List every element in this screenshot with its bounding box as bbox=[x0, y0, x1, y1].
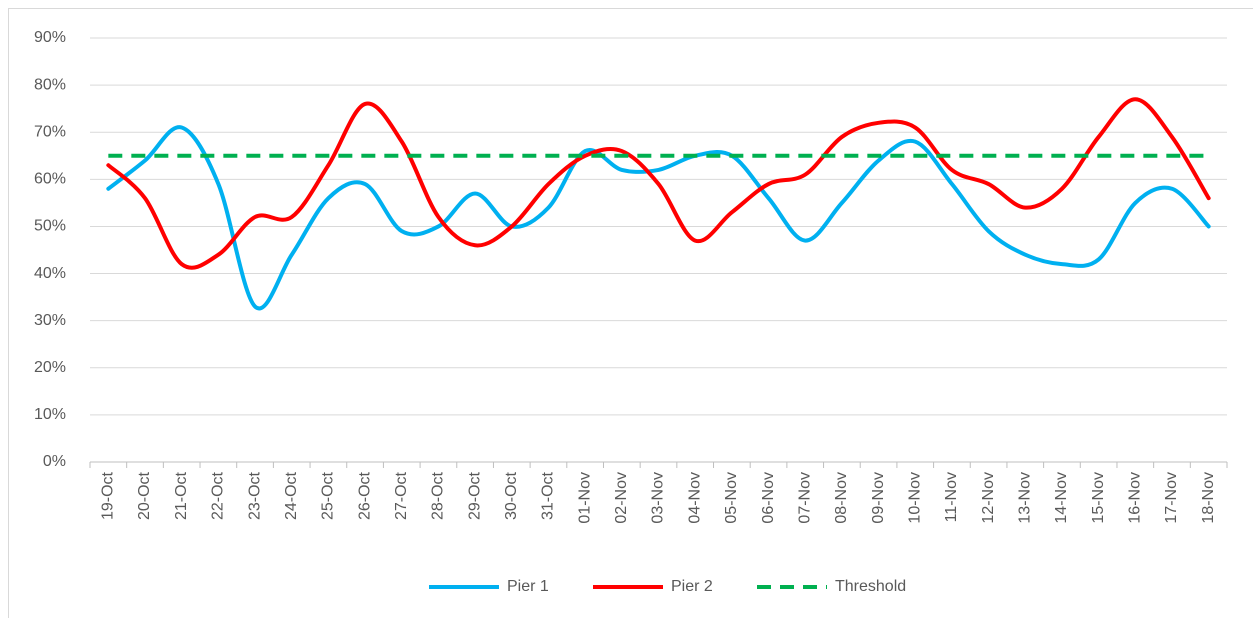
x-tick-label: 19-Oct bbox=[100, 471, 117, 520]
y-tick-label: 50% bbox=[34, 218, 66, 235]
x-tick-label: 24-Oct bbox=[283, 471, 300, 520]
series-line bbox=[106, 97, 1211, 270]
legend-label: Pier 1 bbox=[507, 578, 549, 595]
legend-label: Threshold bbox=[835, 578, 906, 595]
x-tick-label: 16-Nov bbox=[1127, 472, 1144, 524]
x-tick-label: 12-Nov bbox=[980, 472, 997, 524]
x-tick-label: 15-Nov bbox=[1090, 472, 1107, 524]
x-tick-label: 26-Oct bbox=[356, 471, 373, 520]
x-tick-label: 04-Nov bbox=[686, 472, 703, 524]
y-tick-label: 40% bbox=[34, 265, 66, 282]
x-tick-label: 07-Nov bbox=[796, 472, 813, 524]
y-tick-label: 0% bbox=[43, 453, 66, 470]
x-tick-label: 01-Nov bbox=[576, 472, 593, 524]
x-tick-label: 17-Nov bbox=[1163, 472, 1180, 524]
y-tick-label: 10% bbox=[34, 406, 66, 423]
x-tick-label: 06-Nov bbox=[760, 472, 777, 524]
x-tick-label: 18-Nov bbox=[1200, 472, 1217, 524]
x-tick-label: 13-Nov bbox=[1016, 472, 1033, 524]
x-tick-label: 31-Oct bbox=[540, 471, 557, 520]
x-tick-label: 20-Oct bbox=[136, 471, 153, 520]
x-tick-label: 14-Nov bbox=[1053, 472, 1070, 524]
chart-frame bbox=[8, 8, 1253, 618]
series-line bbox=[106, 125, 1211, 311]
x-tick-label: 03-Nov bbox=[650, 472, 667, 524]
x-tick-label: 27-Oct bbox=[393, 471, 410, 520]
x-tick-label: 08-Nov bbox=[833, 472, 850, 524]
x-tick-label: 11-Nov bbox=[943, 472, 960, 522]
y-tick-label: 70% bbox=[34, 123, 66, 140]
y-tick-label: 30% bbox=[34, 312, 66, 329]
x-tick-label: 05-Nov bbox=[723, 472, 740, 524]
x-tick-label: 25-Oct bbox=[320, 471, 337, 520]
legend-label: Pier 2 bbox=[671, 578, 713, 595]
y-tick-label: 60% bbox=[34, 171, 66, 188]
x-tick-label: 28-Oct bbox=[430, 471, 447, 520]
x-tick-label: 10-Nov bbox=[906, 472, 923, 524]
x-tick-label: 09-Nov bbox=[870, 472, 887, 524]
x-tick-label: 21-Oct bbox=[173, 471, 190, 520]
x-tick-label: 22-Oct bbox=[210, 471, 227, 520]
x-tick-label: 29-Oct bbox=[466, 471, 483, 520]
x-tick-label: 23-Oct bbox=[246, 471, 263, 520]
y-tick-label: 80% bbox=[34, 76, 66, 93]
y-tick-label: 20% bbox=[34, 359, 66, 376]
x-tick-label: 02-Nov bbox=[613, 472, 630, 524]
x-tick-label: 30-Oct bbox=[503, 471, 520, 520]
y-tick-label: 90% bbox=[34, 29, 66, 46]
